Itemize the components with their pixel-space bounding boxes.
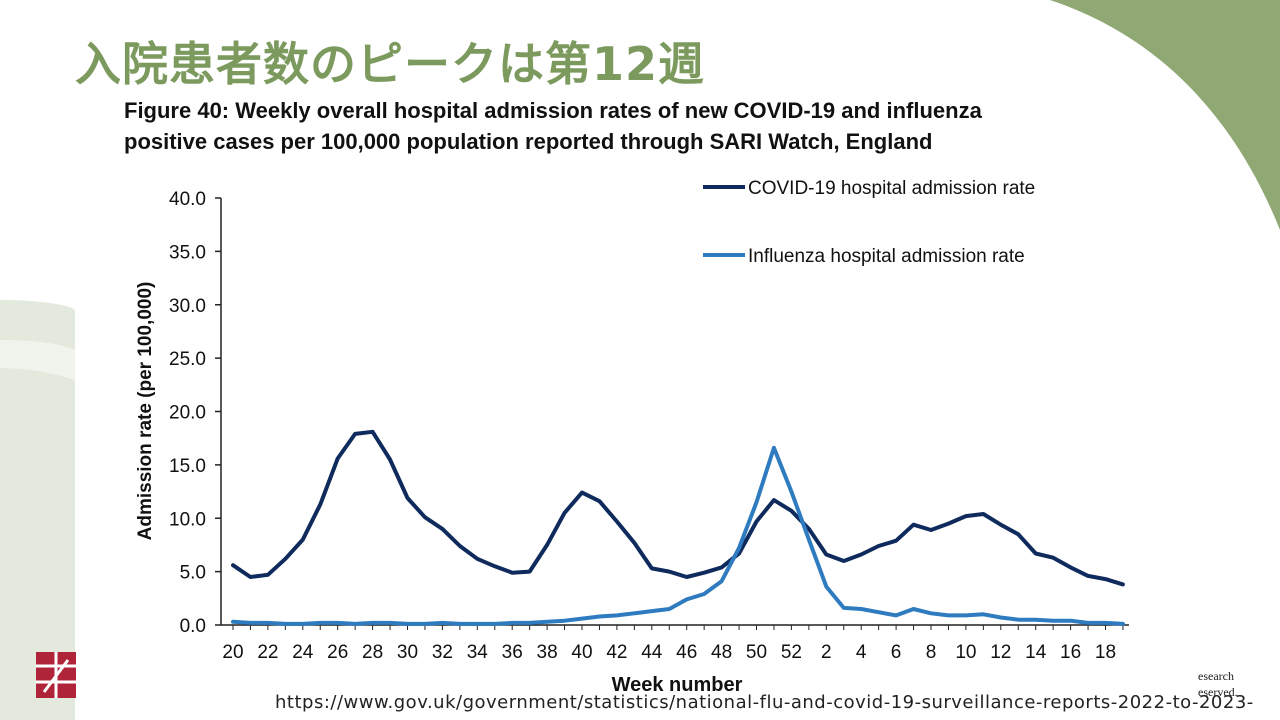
copyright-note: esearch eserved.: [1198, 668, 1278, 700]
y-tick-label: 0.0: [180, 616, 206, 637]
y-tick-label: 15.0: [169, 456, 206, 477]
y-tick-label: 30.0: [169, 296, 206, 317]
x-tick-label: 50: [746, 642, 767, 663]
copyright-line-2: eserved.: [1198, 685, 1238, 699]
slide-title: 入院患者数のピークは第12週: [75, 37, 706, 91]
legend-covid-label: COVID-19 hospital admission rate: [748, 178, 1035, 199]
x-tick-label: 8: [926, 642, 937, 663]
x-tick-label: 36: [502, 642, 523, 663]
x-tick-label: 26: [327, 642, 348, 663]
x-tick-label: 52: [781, 642, 802, 663]
company-logo: [36, 652, 76, 698]
y-tick-label: 35.0: [169, 242, 206, 263]
x-tick-label: 46: [676, 642, 697, 663]
influenza-series-line: [231, 445, 1125, 626]
x-tick-label: 10: [955, 642, 976, 663]
y-tick-label: 20.0: [169, 403, 206, 424]
x-tick-label: 48: [711, 642, 732, 663]
x-tick-label: 20: [222, 642, 243, 663]
y-tick-label: 10.0: [169, 509, 206, 530]
x-tick-label: 4: [856, 642, 867, 663]
source-url[interactable]: https://www.gov.uk/government/statistics…: [275, 692, 1254, 713]
figure-title-line-2: positive cases per 100,000 population re…: [124, 129, 933, 154]
copyright-line-1: esearch: [1198, 669, 1234, 683]
x-tick-label: 12: [990, 642, 1011, 663]
x-tick-label: 18: [1095, 642, 1116, 663]
y-tick-label: 40.0: [169, 189, 206, 210]
x-tick-label: 22: [257, 642, 278, 663]
top-right-leaf-decoration: [1050, 0, 1280, 230]
figure-title-line-1: Figure 40: Weekly overall hospital admis…: [124, 98, 982, 123]
x-tick-label: 30: [397, 642, 418, 663]
x-tick-label: 2: [821, 642, 832, 663]
y-axis-label: Admission rate (per 100,000): [135, 282, 156, 541]
x-tick-label: 38: [537, 642, 558, 663]
y-tick-label: 5.0: [180, 563, 206, 584]
figure-title: Figure 40: Weekly overall hospital admis…: [124, 95, 982, 157]
x-tick-label: 32: [432, 642, 453, 663]
x-tick-label: 42: [606, 642, 627, 663]
x-tick-label: 24: [292, 642, 314, 663]
left-leaf-vein: [0, 340, 75, 380]
x-tick-label: 6: [891, 642, 902, 663]
x-tick-label: 16: [1060, 642, 1081, 663]
x-tick-label: 40: [571, 642, 592, 663]
x-axis-label: Week number: [612, 674, 743, 696]
x-tick-label: 28: [362, 642, 383, 663]
covid-series-line: [231, 429, 1125, 587]
y-tick-label: 25.0: [169, 349, 206, 370]
left-leaf-decoration: [0, 300, 75, 720]
x-tick-label: 14: [1025, 642, 1047, 663]
x-tick-label: 44: [641, 642, 663, 663]
legend-influenza-label: Influenza hospital admission rate: [748, 246, 1025, 267]
x-tick-label: 34: [467, 642, 489, 663]
